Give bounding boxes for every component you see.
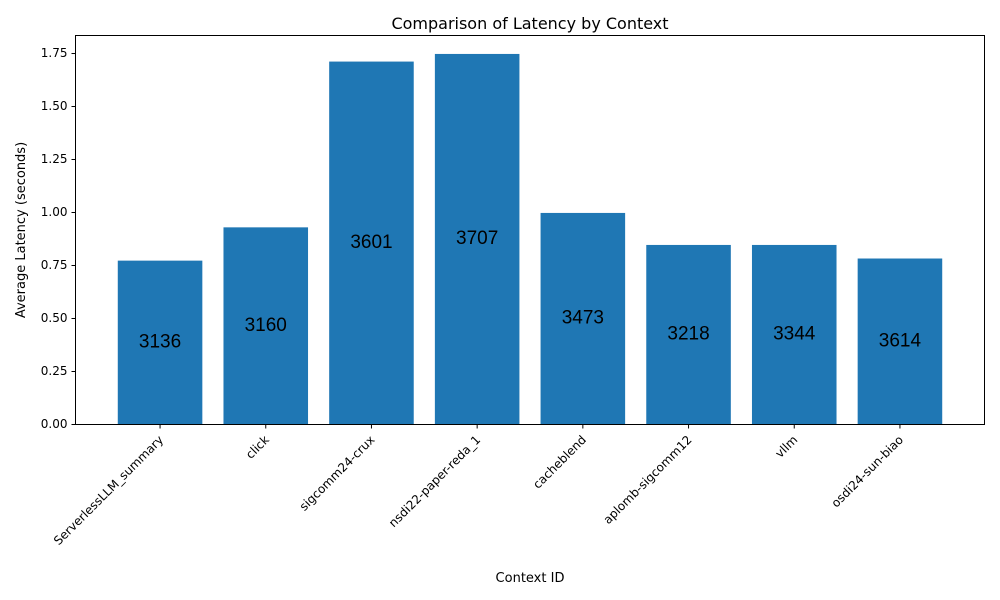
bar-value-label: 3344 [773, 324, 816, 345]
bar [434, 53, 520, 425]
bars-layer [117, 53, 943, 425]
y-tick-label: 0.25 [41, 364, 68, 378]
bar-value-label: 3614 [879, 331, 922, 352]
bar-value-label: 3160 [245, 315, 287, 336]
y-axis-label: Average Latency (seconds) [14, 142, 29, 318]
x-tick-label: sigcomm24-crux [297, 433, 378, 514]
bar-value-label: 3707 [456, 228, 498, 249]
y-tick-label: 0.00 [41, 417, 68, 431]
bar [117, 260, 203, 425]
y-tick-label: 1.75 [41, 46, 68, 60]
bar-labels-layer: 3136 3160 3601 3707 3473 3218 3344 3614 [139, 228, 922, 352]
x-tick-label: vllm [772, 433, 800, 461]
x-axis: ServerlessLLM_summary click sigcomm24-crux… [51, 424, 906, 548]
bar-value-label: 3601 [350, 232, 392, 253]
bar-value-label: 3136 [139, 332, 181, 353]
bar [751, 244, 837, 425]
x-tick-label: nsdi22-paper-reda_1 [386, 433, 483, 530]
bar [329, 61, 414, 425]
y-tick-label: 1.00 [41, 205, 68, 219]
y-tick-label: 1.25 [41, 152, 68, 166]
y-tick-label: 1.50 [41, 99, 68, 113]
bar [646, 244, 731, 425]
bar-value-label: 3218 [667, 324, 709, 345]
chart-title: Comparison of Latency by Context [391, 14, 668, 33]
bar [857, 258, 943, 425]
x-tick-label: ServerlessLLM_summary [51, 433, 166, 548]
x-tick-label: osdi24-sun-biao [829, 433, 906, 510]
bar [223, 227, 309, 425]
plot-frame [75, 35, 985, 425]
y-tick-label: 0.75 [41, 258, 68, 272]
x-tick-label: cacheblend [530, 433, 589, 492]
x-tick-label: aplomb-sigcomm12 [601, 433, 695, 527]
y-axis: 0.00 0.25 0.50 0.75 1.00 1.25 1.50 1.75 [41, 46, 76, 431]
bar-value-label: 3473 [562, 308, 604, 329]
y-tick-label: 0.50 [41, 311, 68, 325]
bar [540, 212, 626, 425]
x-tick-label: click [243, 433, 272, 462]
x-axis-label: Context ID [496, 571, 565, 586]
